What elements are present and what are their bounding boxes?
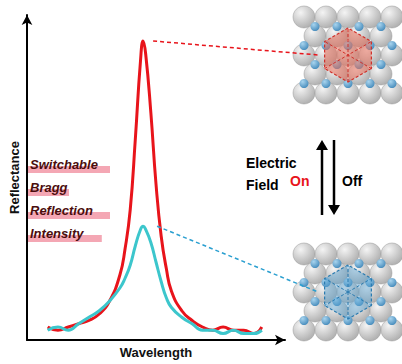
svg-text:Switchable: Switchable <box>30 157 98 172</box>
svg-text:Reflectance: Reflectance <box>7 141 22 214</box>
svg-text:Reflection: Reflection <box>30 203 93 218</box>
svg-text:Intensity: Intensity <box>30 226 84 241</box>
svg-text:Bragg: Bragg <box>30 180 68 195</box>
svg-text:Wavelength: Wavelength <box>120 345 193 360</box>
svg-text:On: On <box>290 173 309 189</box>
svg-text:Electric: Electric <box>246 155 300 171</box>
svg-text:Off: Off <box>342 173 363 189</box>
svg-text:Field: Field <box>246 177 279 193</box>
